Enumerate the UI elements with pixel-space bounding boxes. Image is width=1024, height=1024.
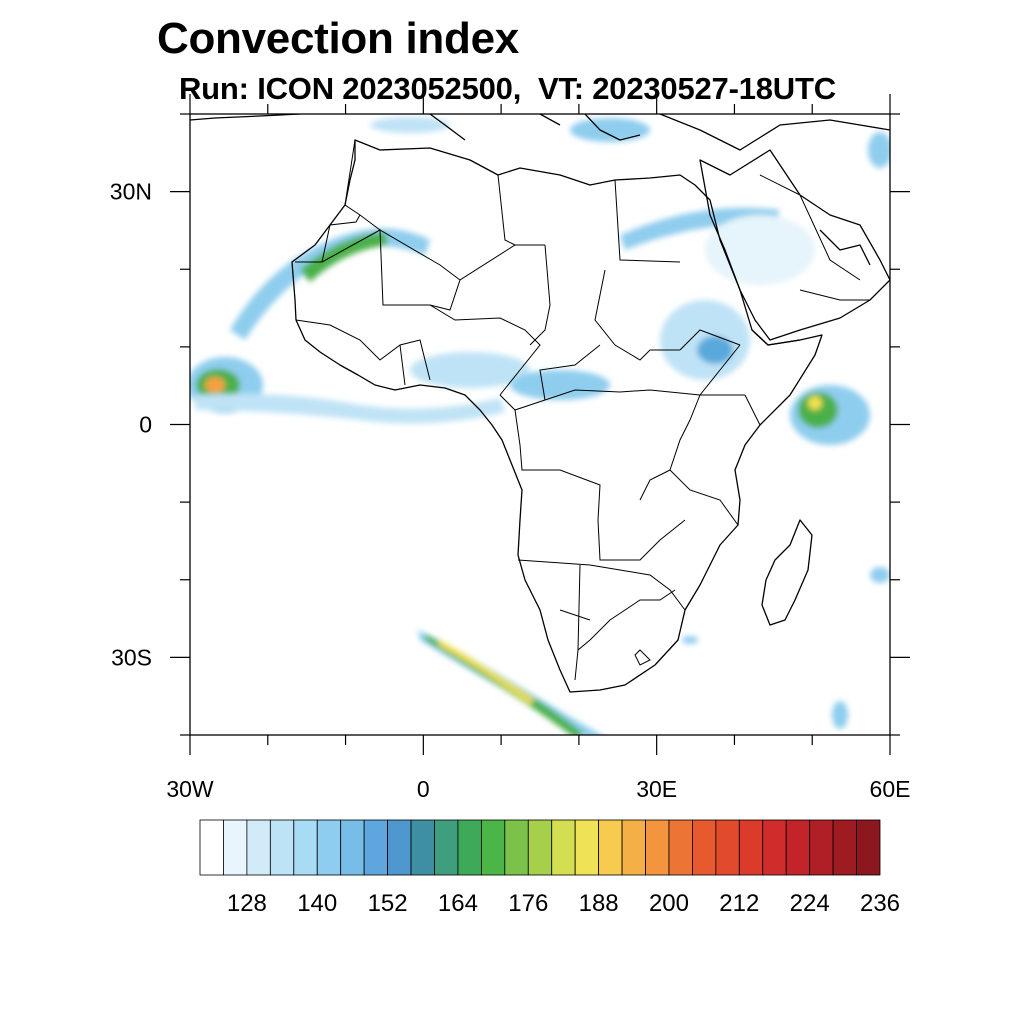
colorbar-label: 200 [649,890,689,917]
colorbar-swatch [527,819,553,876]
africa-coastline [291,139,823,693]
persian-gulf-coast [819,229,871,266]
border-algeria-libya [497,174,516,246]
colorbar-swatch [340,819,365,876]
border-horn-africa [679,329,761,426]
madagascar-coastline [761,519,813,626]
colorbar-swatch [598,819,623,876]
field-indian-ocean-core [798,392,838,428]
colorbar-label: 188 [579,890,619,917]
y-tick-label: 0 [139,412,152,438]
colorbar-swatch [199,819,224,876]
y-tick-label: 30N [110,179,152,205]
y-tick-label: 30S [111,644,152,670]
colorbar-swatch [692,819,717,876]
colorbar-swatch [504,819,529,876]
field-patch-se [870,567,890,583]
colorbar-swatch [738,819,764,876]
gulf-of-aden-coast [751,329,801,346]
field-central-patch [510,370,610,400]
border-south-africa [574,649,651,681]
colorbar-swatch [645,819,670,876]
colorbar-swatch [246,819,271,876]
colorbar-label: 224 [790,890,830,917]
colorbar-swatch [809,819,834,876]
field-south-atlantic-peak [438,640,535,704]
border-west-africa [295,319,431,386]
x-tick-label: 30W [166,776,214,802]
colorbar-swatch [223,819,248,876]
field-nw-africa-core [300,232,388,282]
colorbar-swatch [668,819,693,876]
field-arabia-patch [705,215,815,285]
field-indian-ocean-peak [808,396,822,410]
colorbar-swatch [551,819,576,876]
country-borders [295,139,870,681]
field-ethiopia-core [697,336,733,364]
border-nigeria [429,304,541,396]
chart-title: Convection index [157,14,519,63]
colorbar-swatch [387,819,412,876]
convection-field [190,117,890,735]
x-tick-label: 60E [870,776,911,802]
colorbar-swatch [574,819,600,876]
field-greece-patch [570,118,650,142]
colorbar-swatch [715,819,740,876]
field-peak-west-atlantic [205,377,225,393]
field-sahel-patch [410,352,530,388]
border-central-africa [499,344,745,411]
colorbar-swatch [480,819,506,876]
border-congo-drc [514,409,686,561]
border-chad-sudan [529,244,680,361]
field-patch-s [832,701,848,729]
border-mali-niger [429,244,545,311]
field-patch-natal [682,636,698,644]
border-east-africa [639,394,739,526]
colorbar-swatch [856,819,881,876]
field-itcz-band [195,393,505,424]
border-arabia [759,174,870,301]
border-sahel-west [295,214,430,306]
colorbar-swatch [785,819,811,876]
colorbar-labels: 128 140 152 164 176 188 200 212 224 236 [227,890,900,917]
colorbar-swatch [434,819,459,876]
colorbar-label: 212 [719,890,759,917]
colorbar-swatch [621,819,646,876]
colorbar-swatch [832,819,857,876]
colorbar-label: 236 [860,890,900,917]
europe-coastline [429,114,890,151]
x-tick-label: 30E [636,776,677,802]
colorbar-swatch [457,819,482,876]
colorbar-label: 152 [368,890,408,917]
colorbar-label: 140 [297,890,337,917]
map-frame [189,113,891,736]
chart-subtitle: Run: ICON 2023052500, VT: 20230527-18UTC [179,71,836,106]
colorbar-label: 128 [227,890,267,917]
border-libya-egypt [614,179,681,263]
field-nw-africa-arc [230,228,430,340]
field-med-patch [370,117,450,133]
colorbar-swatch [762,819,787,876]
colorbar-label: 164 [438,890,478,917]
border-southern-africa [517,559,686,652]
colorbar-swatch [269,819,295,876]
field-patch-ne [868,132,890,168]
colorbar [199,819,881,876]
colorbar-swatch [293,819,318,876]
x-tick-label: 0 [417,776,430,802]
colorbar-label: 176 [508,890,548,917]
axis-tick-labels: 30W 0 30E 60E 30N 0 30S [110,179,911,802]
border-morocco-algeria [344,139,461,281]
colorbar-swatch [316,819,342,876]
axis-ticks [170,94,910,755]
colorbar-swatch [410,819,435,876]
iberia-coastline [190,114,301,121]
colorbar-swatch [363,819,388,876]
